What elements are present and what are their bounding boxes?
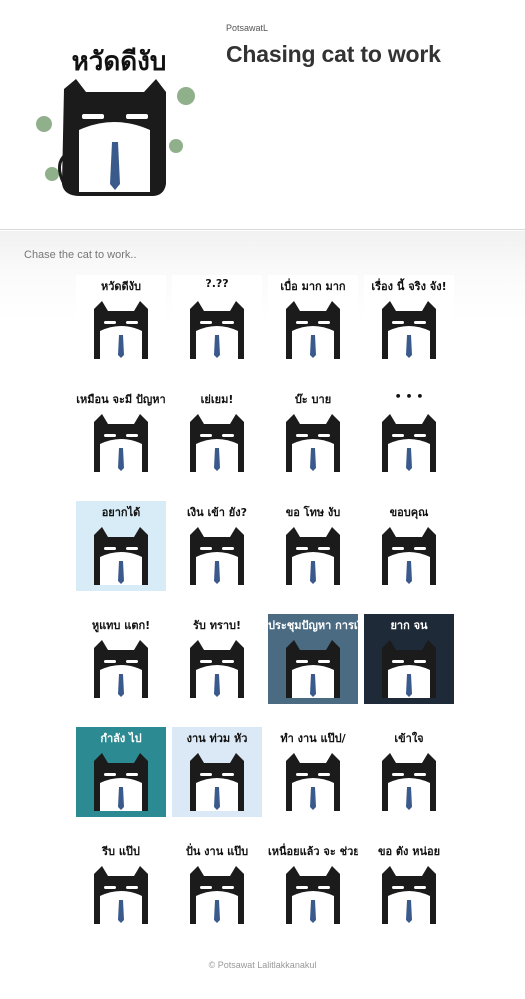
sticker-item[interactable]: รับ ทราบ! [172, 614, 262, 704]
sticker-item[interactable]: เข้าใจ [364, 727, 454, 817]
sticker-caption: หูแทบ แตก! [91, 619, 151, 632]
sticker-caption: รีบ แป๊ป [102, 845, 140, 858]
sticker-caption: ประชุมปัญหา การเงิน [268, 619, 358, 632]
sticker-image [76, 727, 166, 817]
sticker-item[interactable]: เรื่อง นี้ จริง จัง! [364, 275, 454, 365]
sticker-caption: อยากได้ [101, 506, 141, 519]
sticker-caption: ขอบคุณ [389, 506, 429, 519]
sticker-item[interactable]: หูแทบ แตก! [76, 614, 166, 704]
sticker-description: Chase the cat to work.. [24, 249, 137, 261]
sticker-image [364, 388, 454, 478]
sticker-header: หวัดดีงับ PotsawatL Chasing cat to work [0, 0, 525, 230]
sticker-caption: เหมือน จะมี ปัญหา [76, 393, 166, 406]
sticker-image [268, 614, 358, 704]
sticker-image [76, 614, 166, 704]
sticker-caption: หวัดดีงับ [100, 280, 142, 293]
sticker-set-title: Chasing cat to work [226, 41, 441, 67]
sticker-image [364, 275, 454, 365]
sticker-caption: เหนื่อยแล้ว จะ ช่วย [268, 845, 358, 858]
sticker-caption: ปั่น งาน แป๊บ [185, 845, 249, 858]
sticker-item[interactable]: ขอ โทษ งับ [268, 501, 358, 591]
sticker-item[interactable]: ขอบคุณ [364, 501, 454, 591]
sticker-image [268, 388, 358, 478]
sticker-item[interactable]: เบื่อ มาก มาก [268, 275, 358, 365]
sticker-item[interactable]: ประชุมปัญหา การเงิน [268, 614, 358, 704]
sticker-image [364, 501, 454, 591]
sticker-item[interactable]: รีบ แป๊ป [76, 840, 166, 930]
sticker-caption: ขอ ตัง หน่อย [377, 845, 441, 858]
sticker-item[interactable]: ยาก จน [364, 614, 454, 704]
sticker-image [172, 275, 262, 365]
sticker-caption: ขอ โทษ งับ [285, 506, 341, 519]
main-sticker-caption: หวัดดีงับ [72, 47, 167, 77]
sticker-image [268, 840, 358, 930]
sticker-caption: ยาก จน [390, 619, 428, 632]
sticker-item[interactable]: เหนื่อยแล้ว จะ ช่วย [268, 840, 358, 930]
sticker-caption: รับ ทราบ! [192, 619, 242, 632]
sticker-image [172, 727, 262, 817]
sticker-item[interactable]: • • • [364, 388, 454, 478]
sticker-image [268, 275, 358, 365]
main-sticker-image: หวัดดีงับ [24, 34, 204, 204]
sticker-caption: เบื่อ มาก มาก [280, 280, 346, 293]
sticker-image [268, 727, 358, 817]
sticker-item[interactable]: กำลัง ไป [76, 727, 166, 817]
sticker-item[interactable]: งาน ท่วม หัว [172, 727, 262, 817]
sticker-caption: บ๊ะ บาย [294, 393, 332, 406]
sticker-caption: เงิน เข้า ยัง? [187, 506, 247, 519]
sticker-image [364, 840, 454, 930]
sticker-item[interactable]: ?.?? [172, 275, 262, 365]
sticker-item[interactable]: บ๊ะ บาย [268, 388, 358, 478]
sticker-item[interactable]: ทำ งาน แป๊ป/ [268, 727, 358, 817]
sticker-image [364, 727, 454, 817]
sticker-image [172, 840, 262, 930]
sticker-item[interactable]: ปั่น งาน แป๊บ [172, 840, 262, 930]
sticker-caption: กำลัง ไป [100, 732, 142, 745]
sticker-caption: • • • [394, 390, 424, 403]
sticker-caption: ?.?? [205, 277, 229, 290]
sticker-item[interactable]: ขอ ตัง หน่อย [364, 840, 454, 930]
sticker-caption: ทำ งาน แป๊ป/ [280, 732, 346, 745]
sticker-caption: เข้าใจ [394, 732, 424, 745]
sticker-image [268, 501, 358, 591]
sticker-image [76, 388, 166, 478]
sticker-content: Chase the cat to work.. หวัดดีงับ?.?? เบื… [0, 231, 525, 999]
sticker-item[interactable]: เงิน เข้า ยัง? [172, 501, 262, 591]
sticker-image [76, 501, 166, 591]
sticker-caption: งาน ท่วม หัว [186, 732, 248, 745]
sticker-caption: เรื่อง นี้ จริง จัง! [371, 280, 447, 293]
sticker-item[interactable]: เย่เยม! [172, 388, 262, 478]
author-name[interactable]: PotsawatL [226, 23, 269, 33]
sticker-image [76, 840, 166, 930]
sticker-image [364, 614, 454, 704]
sticker-image [172, 614, 262, 704]
sticker-image [76, 275, 166, 365]
sticker-image [172, 388, 262, 478]
sticker-item[interactable]: หวัดดีงับ [76, 275, 166, 365]
sticker-caption: เย่เยม! [200, 393, 234, 406]
copyright: © Potsawat Lalitlakkanakul [208, 960, 317, 970]
sticker-image [172, 501, 262, 591]
sticker-item[interactable]: เหมือน จะมี ปัญหา [76, 388, 166, 478]
sticker-item[interactable]: อยากได้ [76, 501, 166, 591]
